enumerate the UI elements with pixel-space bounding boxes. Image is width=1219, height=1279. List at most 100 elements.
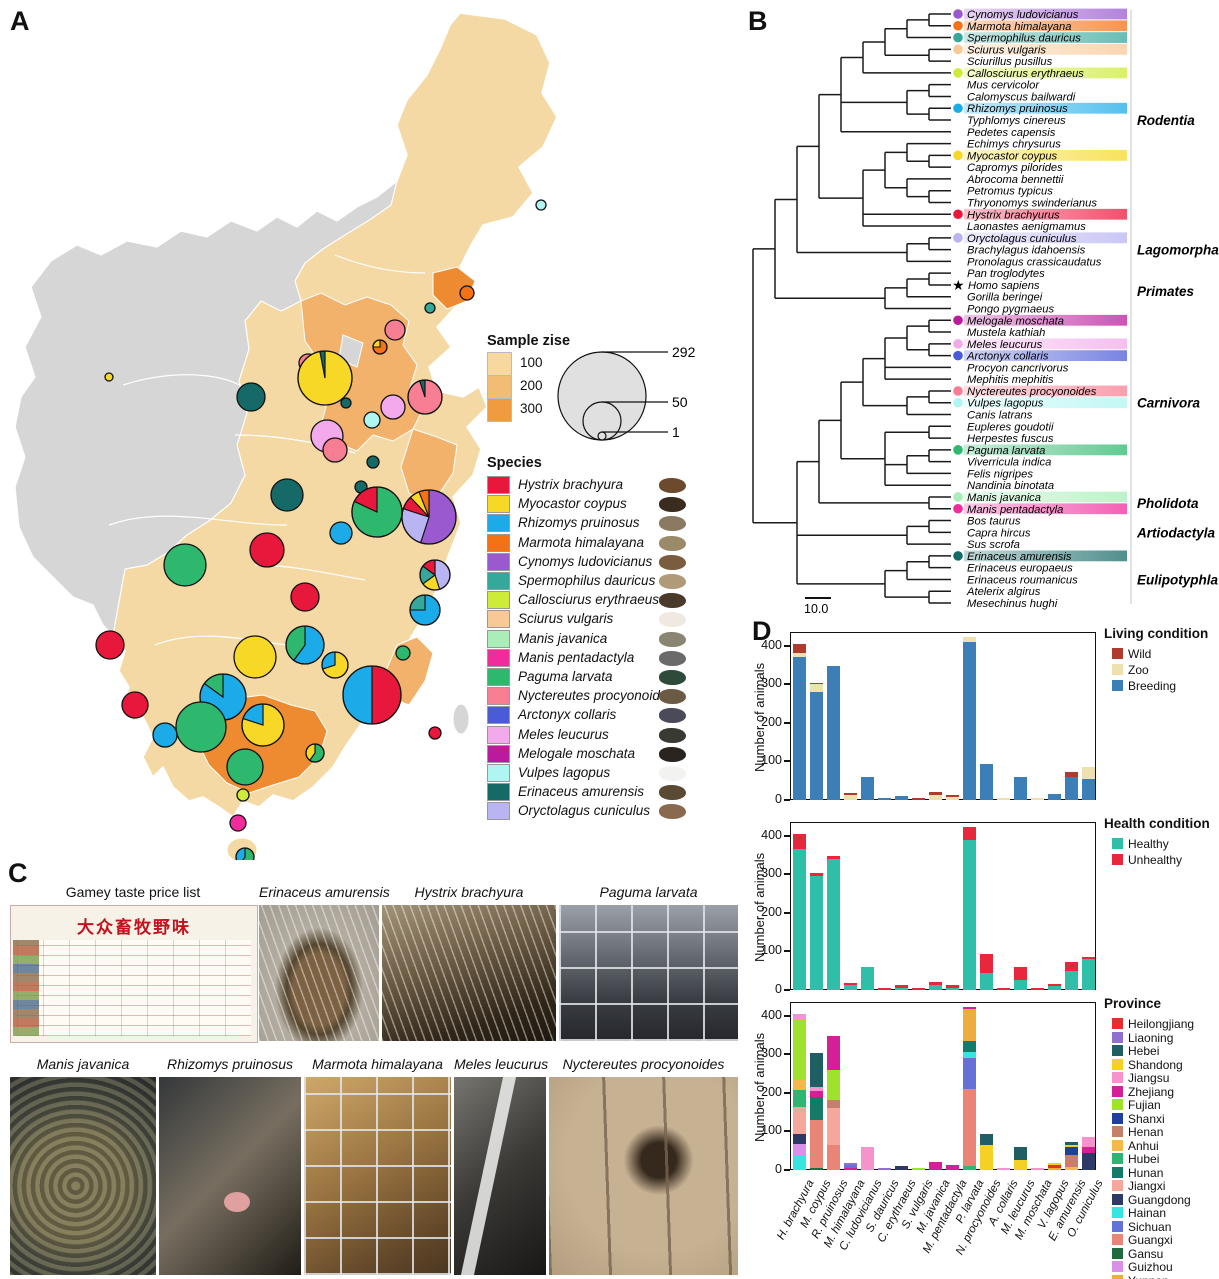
- sample-pie: [459, 285, 475, 301]
- bar-segment: [963, 840, 976, 990]
- bar-segment: [1014, 1160, 1027, 1170]
- y-tick-mark: [784, 989, 790, 991]
- taxon-name: Mephitis mephitis: [967, 374, 1054, 386]
- species-legend-item: Arctonyx collaris: [487, 706, 697, 725]
- photo-badger: [454, 1077, 546, 1275]
- bar-segment: [844, 1162, 857, 1165]
- taxon-highlight: [964, 8, 1127, 20]
- bar-segment: [793, 1107, 806, 1135]
- taxon-highlight: [964, 444, 1127, 456]
- legend-item: Breeding: [1112, 679, 1176, 693]
- stacked-bar: [912, 798, 925, 800]
- taxon-name: Homo sapiens: [968, 280, 1040, 292]
- photo-pricelist: 大众畜牧野味: [10, 905, 258, 1043]
- sample-size-bin-label: 300: [520, 401, 543, 416]
- y-tick-mark: [784, 1130, 790, 1133]
- taxon-name: Viverricula indica: [967, 457, 1051, 469]
- bar-segment: [1048, 1163, 1061, 1165]
- bar-segment: [1031, 1168, 1044, 1170]
- stacked-bar: [810, 682, 823, 800]
- bar-segment: [963, 1166, 976, 1170]
- photo-bamboorat: [159, 1077, 301, 1275]
- sample-pie: [285, 625, 325, 665]
- bar-segment: [878, 1168, 891, 1170]
- taxon-highlight: [964, 338, 1127, 350]
- bar-segment: [912, 988, 925, 990]
- tree-scale-label: 10.0: [804, 602, 828, 616]
- province-border: [334, 254, 426, 274]
- taxon-name: Canis latrans: [967, 410, 1033, 422]
- order-label: Primates: [1137, 284, 1195, 299]
- legend-swatch: [1112, 1261, 1123, 1272]
- photo-caption: Erinaceus amurensis: [259, 884, 390, 900]
- cage-grid: [304, 1077, 451, 1275]
- bar-segment: [1014, 1146, 1027, 1161]
- photo-caption: Gamey taste price list: [65, 884, 201, 900]
- bar-segment: [1031, 988, 1044, 990]
- legend-item: Zoo: [1112, 663, 1149, 677]
- species-animal-icon: [659, 804, 686, 820]
- bar-segment: [895, 985, 908, 989]
- species-name: Spermophilus dauricus: [518, 573, 656, 588]
- stacked-bar: [1082, 1137, 1095, 1170]
- bar-segment: [878, 988, 891, 990]
- legend-item: Fujian: [1112, 1098, 1161, 1112]
- bar-segment: [980, 764, 993, 800]
- bar-segment: [1014, 980, 1027, 990]
- y-tick-label: 300: [761, 676, 782, 691]
- taxon-name: Erinaceus amurensis: [967, 551, 1072, 563]
- legend-item: Yunnan: [1112, 1274, 1169, 1279]
- stacked-bar: [1031, 1168, 1044, 1170]
- stacked-bar: [810, 1053, 823, 1170]
- species-color-swatch: [487, 802, 510, 821]
- legend-item: Guangdong: [1112, 1193, 1191, 1207]
- bar-segment: [793, 1014, 806, 1021]
- bar-segment: [895, 796, 908, 800]
- stacked-bar: [1065, 771, 1078, 800]
- legend-item: Hunan: [1112, 1166, 1163, 1180]
- bar-segment: [1082, 778, 1095, 800]
- species-name: Oryctolagus cuniculus: [518, 803, 651, 819]
- taxon-name: Paguma larvata: [967, 445, 1045, 457]
- sample-pie: [270, 478, 304, 512]
- stacked-bar: [895, 796, 908, 800]
- legend-swatch: [1112, 1099, 1123, 1110]
- stacked-bar: [895, 985, 908, 990]
- stacked-bar: [1082, 957, 1095, 990]
- bar-segment: [929, 981, 942, 985]
- bar-segment: [912, 798, 925, 800]
- bar-segment: [1031, 798, 1044, 800]
- bar-segment: [793, 1134, 806, 1144]
- bar-segment: [1014, 966, 1027, 981]
- taxon-dot: [953, 103, 963, 114]
- species-color-swatch: [487, 687, 510, 706]
- bar-segment: [878, 798, 891, 800]
- taxon-highlight: [964, 314, 1127, 326]
- y-tick-label: 0: [775, 792, 782, 806]
- homo-sapiens-star-icon: ★: [952, 277, 965, 293]
- legend-title: Province: [1104, 996, 1162, 1011]
- taxon-dot: [953, 68, 963, 78]
- y-tick-label: 100: [761, 943, 782, 958]
- bar-segment: [895, 1166, 908, 1170]
- bar-segment: [1065, 1144, 1078, 1147]
- sample-size-swatch: [487, 398, 512, 422]
- taxon-highlight: [964, 550, 1127, 562]
- bar-segment: [980, 1144, 993, 1170]
- poster-title: 大众畜牧野味: [77, 918, 191, 937]
- bar-segment: [929, 984, 942, 990]
- sample-pie: [229, 814, 247, 832]
- taxon-name: Cynomys ludovicianus: [967, 9, 1079, 21]
- taxon-dot: [953, 20, 963, 31]
- stacked-bar: [946, 1165, 959, 1170]
- stacked-bar: [844, 983, 857, 990]
- stacked-bar: [1031, 798, 1044, 800]
- order-label: Eulipotyphla: [1137, 572, 1218, 587]
- taxon-highlight: [964, 503, 1127, 515]
- stacked-bar: [861, 1146, 874, 1170]
- plot-area: [790, 822, 1096, 990]
- sample-pie: [366, 455, 380, 469]
- taxon-dot: [953, 339, 963, 349]
- species-name: Nyctereutes procyonoides: [518, 688, 675, 704]
- bar-segment: [946, 988, 959, 990]
